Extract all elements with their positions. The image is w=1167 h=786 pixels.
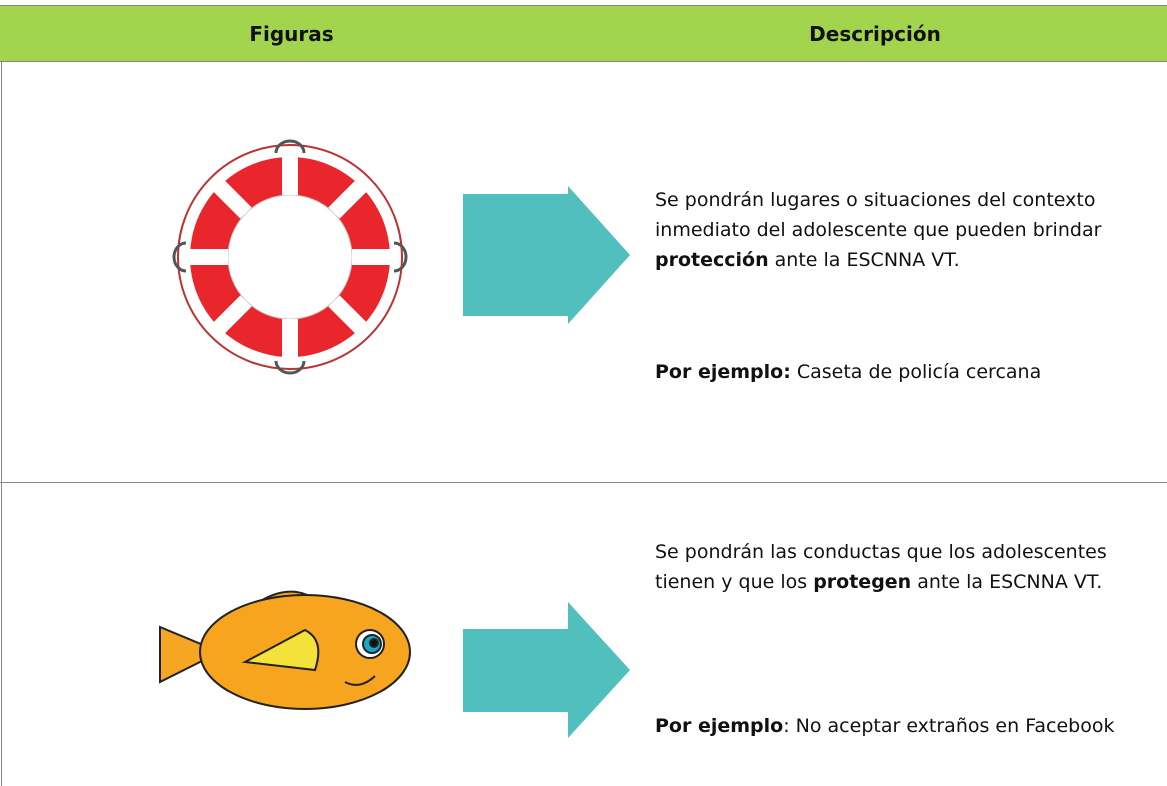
table-header: Figuras Descripción	[0, 5, 1167, 62]
text: Se pondrán las conductas que los adolesc…	[655, 541, 1107, 593]
arrows	[463, 186, 630, 738]
figures	[159, 139, 630, 738]
header-cell: Figuras	[249, 22, 334, 46]
text: ante la ESCNNA VT.	[768, 249, 960, 271]
row-divider	[0, 482, 1167, 483]
table-border	[1, 62, 2, 786]
bold-text: Por ejemplo	[655, 715, 784, 737]
example: Por ejemplo: No aceptar extraños en Face…	[655, 711, 1165, 741]
life-ring	[172, 139, 408, 375]
text: : No aceptar extraños en Facebook	[783, 715, 1115, 737]
text: ante la ESCNNA VT.	[911, 571, 1103, 593]
text: Se pondrán lugares o situaciones del con…	[655, 189, 1102, 241]
header-cell: Descripción	[809, 22, 941, 46]
description: Se pondrán las conductas que los adolesc…	[655, 537, 1165, 597]
example: Por ejemplo: Caseta de policía cercana	[655, 357, 1165, 387]
bold-text: Por ejemplo:	[655, 361, 791, 383]
text: Caseta de policía cercana	[790, 361, 1042, 383]
bold-text: protección	[655, 249, 769, 271]
bold-text: protegen	[813, 571, 912, 593]
description: Se pondrán lugares o situaciones del con…	[655, 185, 1165, 275]
fish	[159, 590, 411, 710]
